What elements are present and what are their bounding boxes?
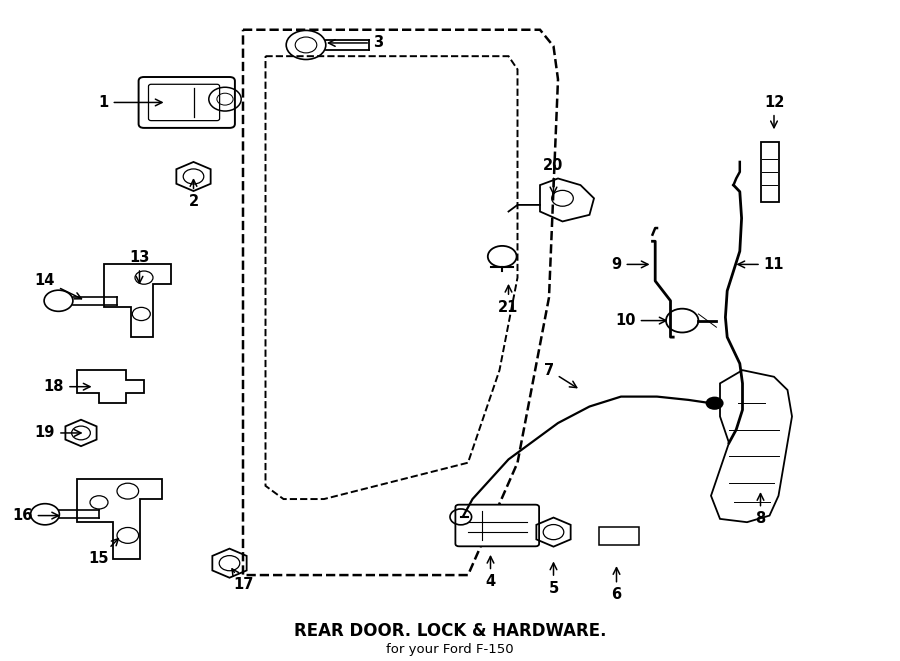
Bar	[598, 527, 639, 545]
FancyBboxPatch shape	[139, 77, 235, 128]
Text: 8: 8	[755, 494, 766, 526]
Text: 6: 6	[611, 568, 622, 602]
Text: 15: 15	[89, 539, 119, 566]
Bar	[760, 142, 778, 202]
Text: 9: 9	[611, 257, 648, 272]
Text: 18: 18	[44, 379, 90, 394]
Text: 11: 11	[738, 257, 784, 272]
Text: 7: 7	[544, 363, 577, 387]
Text: 13: 13	[130, 251, 149, 283]
Text: 16: 16	[13, 508, 59, 523]
Text: 3: 3	[328, 36, 383, 50]
FancyBboxPatch shape	[455, 505, 539, 546]
Text: 4: 4	[485, 557, 496, 589]
Text: REAR DOOR. LOCK & HARDWARE.: REAR DOOR. LOCK & HARDWARE.	[293, 622, 607, 641]
Text: 10: 10	[616, 313, 666, 328]
Text: 21: 21	[499, 286, 518, 315]
Text: 14: 14	[35, 274, 82, 299]
Text: 2: 2	[188, 180, 199, 209]
Text: 20: 20	[544, 158, 563, 194]
FancyBboxPatch shape	[148, 84, 220, 121]
Text: 5: 5	[548, 563, 559, 596]
Text: 17: 17	[232, 569, 253, 592]
Text: for your Ford F-150: for your Ford F-150	[386, 642, 514, 656]
Text: 1: 1	[98, 95, 162, 110]
Text: 12: 12	[764, 95, 784, 128]
Circle shape	[706, 397, 724, 410]
Text: 19: 19	[35, 426, 81, 440]
